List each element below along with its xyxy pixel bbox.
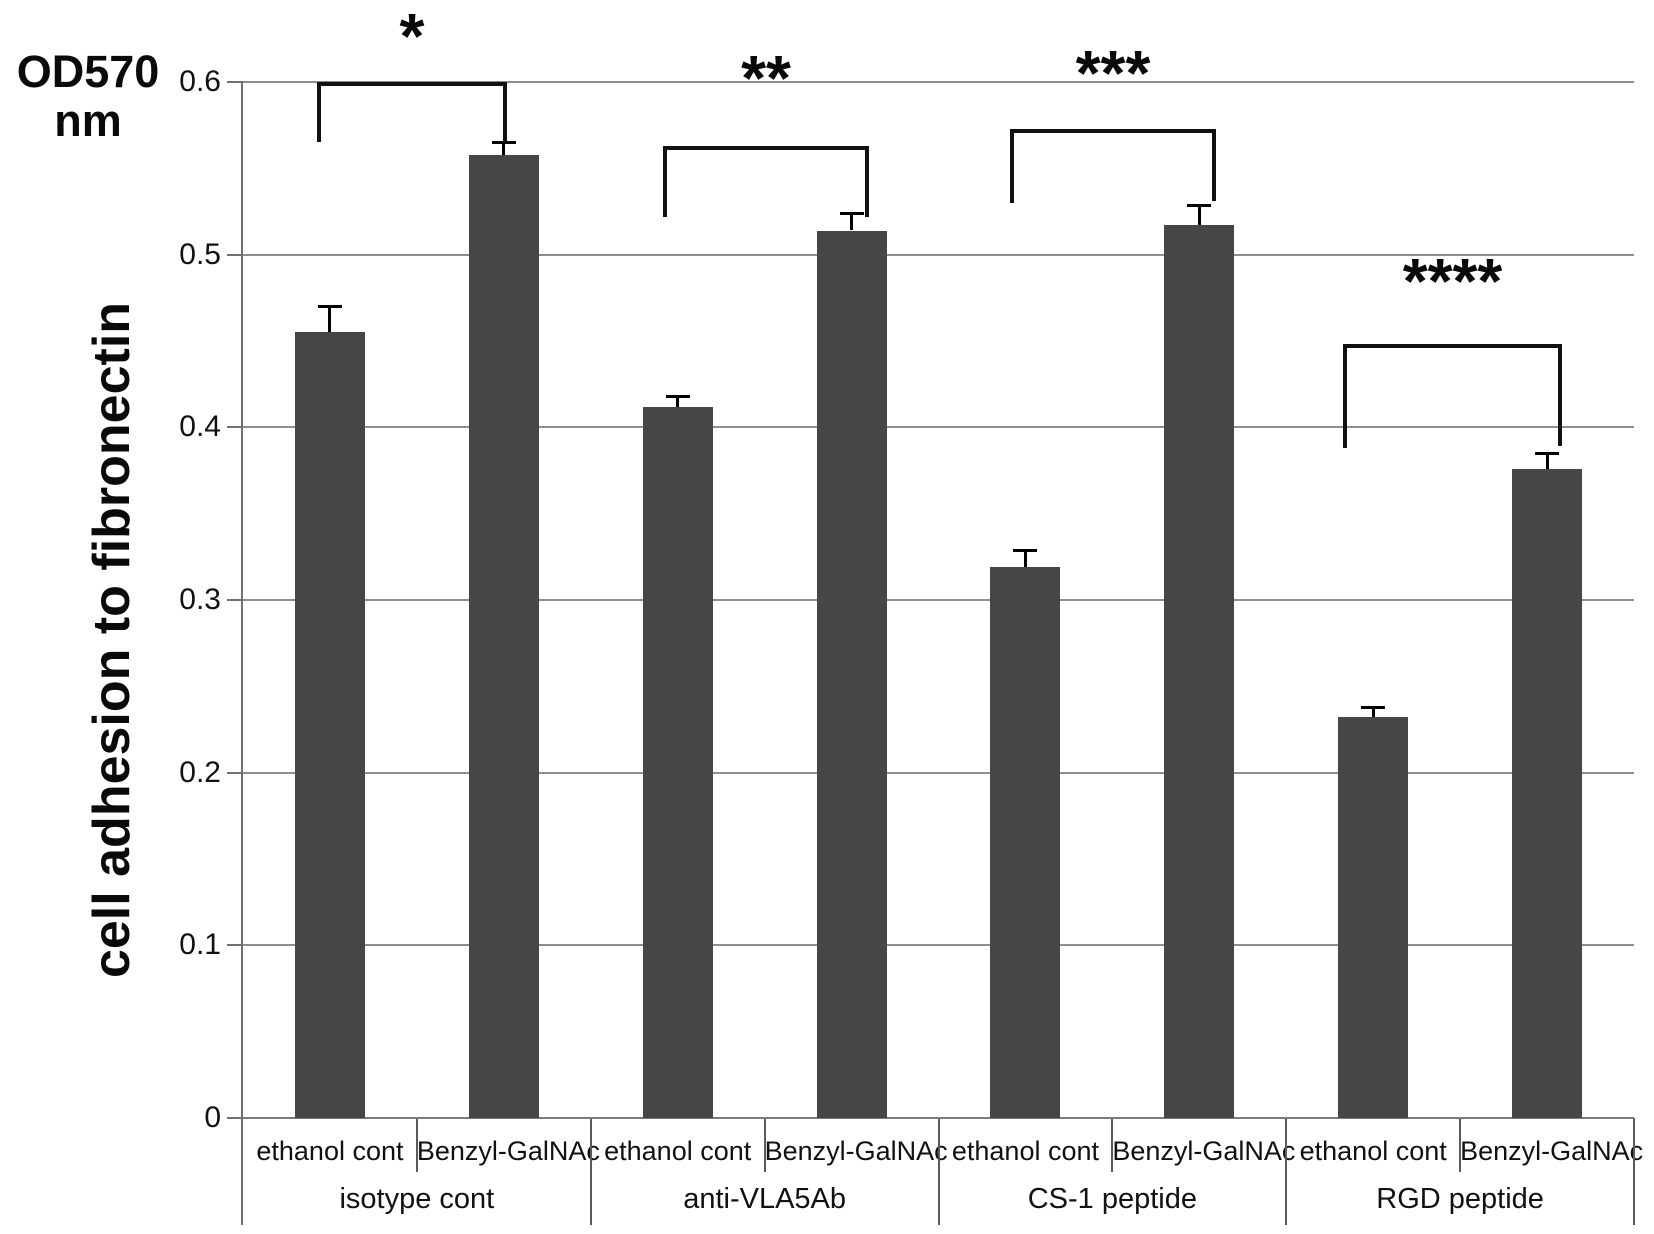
y-axis-title: cell adhesion to fibronectin: [83, 301, 141, 979]
y-axis-unit-label: OD570 nm: [8, 46, 168, 146]
bar: [1338, 717, 1409, 1118]
error-bar-cap: [491, 141, 516, 145]
significance-bracket-arm: [503, 82, 507, 143]
y-tick-label: 0.1: [179, 928, 221, 962]
group-divider: [1285, 1118, 1288, 1225]
category-label: Benzyl-GalNAc: [1460, 1136, 1644, 1166]
category-divider: [415, 1118, 418, 1172]
group-label: CS-1 peptide: [1027, 1183, 1198, 1215]
significance-asterisks: ***: [1075, 36, 1151, 109]
y-tick-label: 0.3: [179, 583, 221, 616]
gridline: [243, 81, 1634, 83]
error-bar-whisker: [1197, 204, 1201, 226]
category-label: Benzyl-GalNAc: [1112, 1136, 1296, 1166]
y-tick: [227, 944, 243, 947]
error-bar-whisker: [1545, 453, 1549, 469]
x-axis-baseline: [243, 1117, 1634, 1119]
group-divider: [589, 1118, 592, 1225]
y-axis-unit-line1: OD570: [16, 46, 160, 97]
y-tick: [227, 1117, 243, 1119]
y-tick-label: 0.6: [179, 65, 221, 98]
significance-bracket-arm: [1212, 128, 1216, 202]
error-bar-cap: [1535, 452, 1560, 456]
gridline: [243, 253, 1634, 256]
significance-asterisks: ****: [1402, 245, 1503, 318]
significance-bracket-arm: [1010, 128, 1014, 203]
significance-asterisks: *: [399, 0, 425, 72]
error-bar-cap: [665, 395, 690, 399]
y-tick-label: 0.2: [179, 755, 221, 789]
bar: [990, 567, 1061, 1118]
significance-bracket-bar: [663, 145, 869, 150]
category-label: ethanol cont: [256, 1136, 404, 1166]
bar: [1164, 225, 1235, 1118]
y-tick: [227, 599, 243, 601]
error-bar-cap: [1361, 706, 1386, 710]
y-tick: [227, 771, 243, 774]
error-bar-cap: [839, 212, 864, 216]
significance-bracket-bar: [1010, 128, 1216, 133]
bar: [816, 230, 887, 1118]
error-bar-whisker: [328, 306, 332, 333]
group-label: isotype cont: [339, 1183, 495, 1215]
y-tick-label: 0.5: [179, 237, 221, 271]
error-bar-whisker: [502, 142, 506, 155]
category-label: ethanol cont: [604, 1136, 752, 1166]
significance-bracket-arm: [865, 145, 869, 217]
category-divider: [1111, 1118, 1114, 1172]
category-label: ethanol cont: [1299, 1136, 1447, 1166]
gridline: [243, 771, 1634, 774]
bar: [642, 406, 713, 1118]
group-label: anti-VLA5Ab: [683, 1183, 847, 1215]
category-divider: [1459, 1118, 1462, 1172]
significance-bracket-arm: [663, 145, 667, 217]
group-divider: [937, 1118, 940, 1225]
category-divider: [763, 1118, 766, 1172]
group-divider: [1633, 1118, 1635, 1225]
error-bar-whisker: [1371, 707, 1375, 718]
gridline: [243, 426, 1634, 429]
category-label: ethanol cont: [951, 1136, 1099, 1166]
category-label: Benzyl-GalNAc: [416, 1136, 600, 1166]
y-axis-unit-line2: nm: [54, 94, 122, 146]
plot-area: 0 0.1 0.2 0.3 0.4 0.5 0.6 * ** *** ****: [179, 4, 1634, 1225]
error-bar-whisker: [850, 213, 854, 231]
bar: [1512, 468, 1583, 1118]
error-bar-cap: [1013, 548, 1038, 552]
significance-bracket-arm: [1558, 344, 1562, 447]
category-label: Benzyl-GalNAc: [764, 1136, 948, 1166]
y-tick-label: 0: [204, 1101, 221, 1134]
significance-bracket-bar: [1343, 344, 1562, 349]
y-tick-label: 0.4: [179, 410, 221, 444]
group-label: RGD peptide: [1376, 1183, 1544, 1215]
gridline: [243, 944, 1634, 947]
y-tick: [227, 426, 243, 429]
error-bar-cap: [317, 305, 342, 309]
y-axis-line: [241, 82, 243, 1225]
error-bar-whisker: [1023, 549, 1027, 568]
gridline: [243, 599, 1634, 601]
error-bar-whisker: [676, 396, 680, 407]
bar: [468, 154, 539, 1118]
error-bar-cap: [1187, 203, 1212, 207]
y-tick: [227, 253, 243, 256]
significance-bracket-arm: [317, 82, 321, 143]
x-axis: ethanol cont Benzyl-GalNAc isotype cont eth…: [243, 1118, 1644, 1234]
significance-bracket-arm: [1343, 344, 1347, 449]
significance-asterisks: **: [741, 41, 791, 114]
y-tick: [227, 81, 243, 83]
significance-bracket-bar: [317, 82, 507, 86]
bar: [294, 332, 365, 1118]
